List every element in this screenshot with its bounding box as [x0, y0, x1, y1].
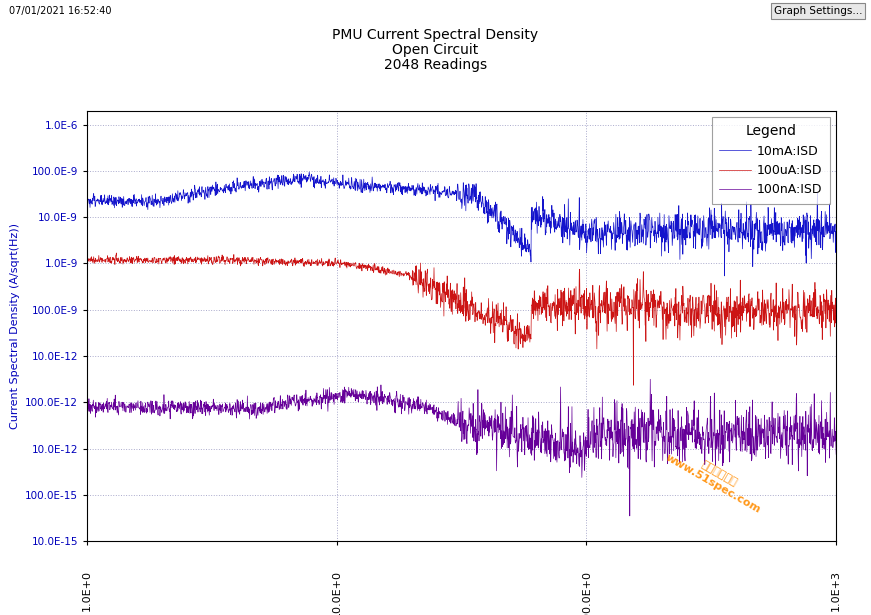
10mA:ISD [368, 183, 379, 190]
Text: PMU Current Spectral Density: PMU Current Spectral Density [333, 28, 538, 42]
10mA:ISD [299, 172, 309, 180]
100nA:ISD [625, 512, 635, 520]
100nA:ISD [368, 394, 379, 402]
100uA:ISD [831, 312, 841, 320]
100uA:ISD [471, 309, 482, 317]
100uA:ISD [299, 263, 309, 270]
10mA:ISD [456, 205, 467, 212]
Legend: 10mA:ISD, 100uA:ISD, 100nA:ISD: 10mA:ISD, 100uA:ISD, 100nA:ISD [712, 117, 830, 204]
100nA:ISD [469, 423, 480, 430]
100nA:ISD [471, 426, 482, 433]
100nA:ISD [634, 436, 645, 443]
Line: 10mA:ISD: 10mA:ISD [87, 172, 836, 276]
10mA:ISD [471, 194, 482, 201]
100uA:ISD [111, 249, 122, 256]
Line: 100nA:ISD: 100nA:ISD [87, 379, 836, 516]
Text: Open Circuit: Open Circuit [392, 43, 479, 57]
10mA:ISD [719, 272, 730, 280]
Text: Graph Settings...: Graph Settings... [773, 6, 862, 16]
100nA:ISD [645, 376, 656, 383]
100nA:ISD [82, 407, 92, 414]
100uA:ISD [628, 381, 638, 389]
10mA:ISD [304, 169, 314, 176]
10mA:ISD [82, 189, 92, 197]
100uA:ISD [368, 266, 379, 274]
10mA:ISD [634, 223, 645, 230]
100nA:ISD [456, 417, 467, 424]
Line: 100uA:ISD: 100uA:ISD [87, 253, 836, 385]
Y-axis label: Current Spectral Density (A/sqrt(Hz)): Current Spectral Density (A/sqrt(Hz)) [10, 223, 19, 429]
Text: 环球电气之家
www.51spec.com: 环球电气之家 www.51spec.com [664, 443, 768, 515]
100uA:ISD [469, 318, 480, 325]
100uA:ISD [82, 258, 92, 265]
100nA:ISD [299, 397, 309, 404]
100uA:ISD [456, 306, 467, 314]
10mA:ISD [831, 234, 841, 242]
100uA:ISD [634, 324, 645, 331]
Text: 07/01/2021 16:52:40: 07/01/2021 16:52:40 [9, 6, 111, 16]
10mA:ISD [469, 183, 480, 191]
100nA:ISD [831, 451, 841, 458]
Text: 2048 Readings: 2048 Readings [384, 58, 487, 73]
